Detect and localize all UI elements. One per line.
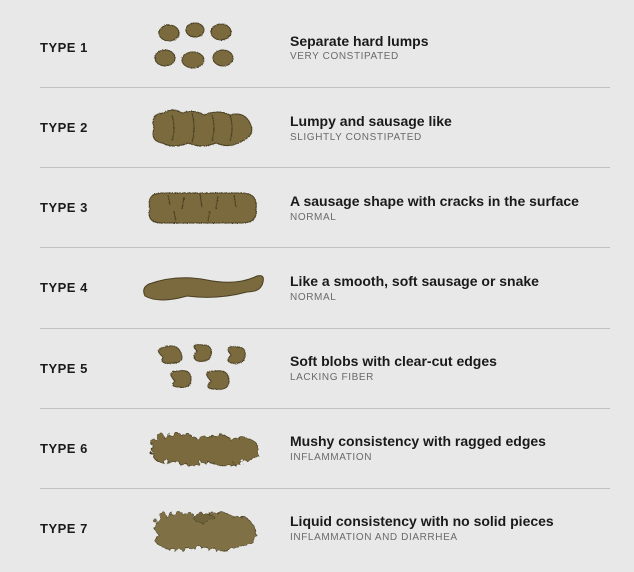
description: Lumpy and sausage like SLIGHTLY CONSTIPA…: [272, 113, 610, 143]
desc-title: Like a smooth, soft sausage or snake: [290, 273, 610, 290]
bristol-stool-chart: TYPE 1 Separate hard lumps VERY CONSTIPA…: [0, 0, 634, 572]
chart-row: TYPE 4 Like a smooth, soft sausage or sn…: [40, 251, 610, 325]
chart-row: TYPE 7 Liquid consistency with no solid …: [40, 491, 610, 565]
stool-illustration-type6: [132, 423, 272, 473]
desc-subtitle: INFLAMMATION: [290, 452, 610, 463]
desc-title: Separate hard lumps: [290, 33, 610, 50]
chart-row: TYPE 3 A sausage shape with cracks in th…: [40, 171, 610, 245]
desc-subtitle: NORMAL: [290, 212, 610, 223]
desc-title: Liquid consistency with no solid pieces: [290, 513, 610, 530]
stool-illustration-type4: [132, 266, 272, 310]
chart-row: TYPE 2 Lumpy and sausage like SLIGHTLY C…: [40, 91, 610, 165]
type-label: TYPE 1: [40, 40, 132, 55]
description: Separate hard lumps VERY CONSTIPATED: [272, 33, 610, 63]
desc-title: Mushy consistency with ragged edges: [290, 433, 610, 450]
desc-subtitle: VERY CONSTIPATED: [290, 51, 610, 62]
type-label: TYPE 2: [40, 120, 132, 135]
desc-subtitle: SLIGHTLY CONSTIPATED: [290, 132, 610, 143]
desc-subtitle: NORMAL: [290, 292, 610, 303]
desc-subtitle: INFLAMMATION AND DIARRHEA: [290, 532, 610, 543]
chart-row: TYPE 5 Soft blobs with clear-cut edges L…: [40, 331, 610, 405]
stool-illustration-type2: [132, 103, 272, 153]
type-label: TYPE 3: [40, 200, 132, 215]
chart-row: TYPE 1 Separate hard lumps VERY CONSTIPA…: [40, 11, 610, 85]
stool-illustration-type5: [132, 341, 272, 395]
row-divider: [40, 247, 610, 248]
row-divider: [40, 488, 610, 489]
row-divider: [40, 167, 610, 168]
description: A sausage shape with cracks in the surfa…: [272, 193, 610, 223]
desc-title: A sausage shape with cracks in the surfa…: [290, 193, 610, 210]
desc-title: Lumpy and sausage like: [290, 113, 610, 130]
stool-illustration-type3: [132, 185, 272, 231]
description: Mushy consistency with ragged edges INFL…: [272, 433, 610, 463]
description: Liquid consistency with no solid pieces …: [272, 513, 610, 543]
type-label: TYPE 6: [40, 441, 132, 456]
row-divider: [40, 408, 610, 409]
row-divider: [40, 328, 610, 329]
chart-row: TYPE 6 Mushy consistency with ragged edg…: [40, 411, 610, 485]
description: Like a smooth, soft sausage or snake NOR…: [272, 273, 610, 303]
desc-subtitle: LACKING FIBER: [290, 372, 610, 383]
row-divider: [40, 87, 610, 88]
stool-illustration-type7: [132, 502, 272, 554]
type-label: TYPE 7: [40, 521, 132, 536]
type-label: TYPE 5: [40, 361, 132, 376]
desc-title: Soft blobs with clear-cut edges: [290, 353, 610, 370]
type-label: TYPE 4: [40, 280, 132, 295]
description: Soft blobs with clear-cut edges LACKING …: [272, 353, 610, 383]
stool-illustration-type1: [132, 20, 272, 76]
